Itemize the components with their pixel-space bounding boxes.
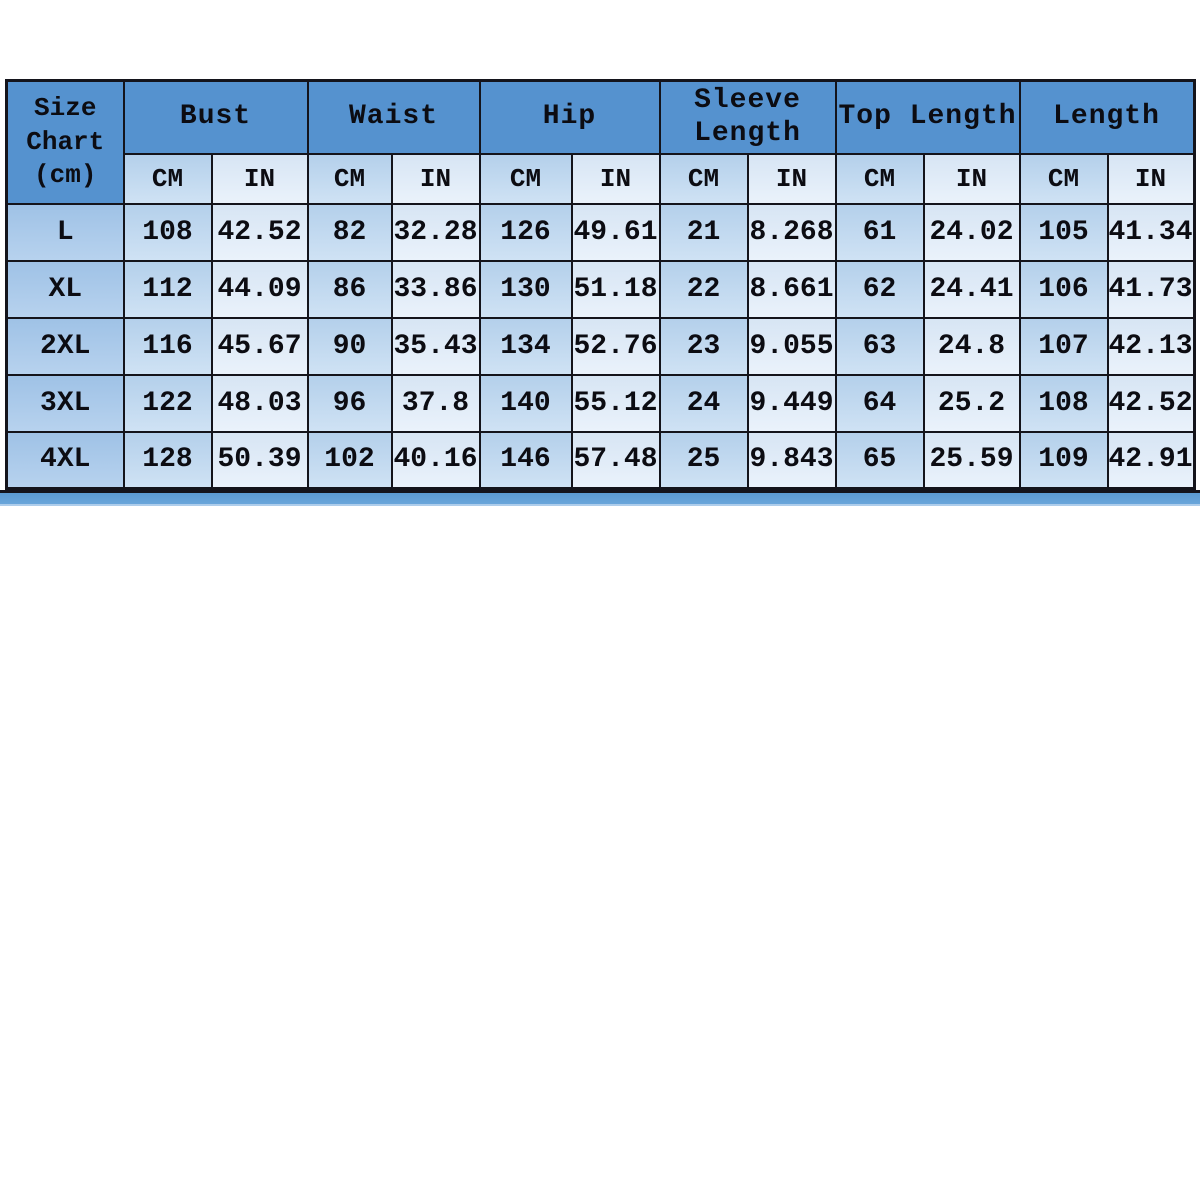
- in-value: 51.18: [570, 259, 661, 319]
- cm-value: 22: [658, 259, 749, 319]
- cm-value: 112: [122, 259, 213, 319]
- in-value: 57.48: [570, 430, 661, 490]
- cm-value: 25: [658, 430, 749, 490]
- cm-value: 90: [306, 316, 393, 376]
- cm-value: 64: [834, 373, 925, 433]
- size-chart-table: Size Chart (cm) Bust Waist Hip Sleeve Le…: [5, 79, 1196, 490]
- table-row: 4XL 128 50.39 102 40.16 146 57.48 25 9.843 65 25.5…: [5, 430, 1196, 490]
- in-value: 24.41: [922, 259, 1021, 319]
- unit-header-cm: CM: [306, 152, 393, 205]
- cm-value: 109: [1018, 430, 1109, 490]
- cm-value: 21: [658, 202, 749, 262]
- in-value: 9.055: [746, 316, 837, 376]
- in-value: 40.16: [390, 430, 481, 490]
- size-label: 4XL: [5, 430, 125, 490]
- header-group-row: Size Chart (cm) Bust Waist Hip Sleeve Le…: [5, 79, 1196, 205]
- unit-header-cm: CM: [658, 152, 749, 205]
- in-value: 37.8: [390, 373, 481, 433]
- table-row: 2XL 116 45.67 90 35.43 134 52.76 23 9.055 63 24.8 1…: [5, 316, 1196, 376]
- in-value: 42.52: [210, 202, 309, 262]
- table-row: XL 112 44.09 86 33.86 130 51.18 22 8.661 62 24.41 1…: [5, 259, 1196, 319]
- unit-header-cm: CM: [834, 152, 925, 205]
- in-value: 42.52: [1106, 373, 1196, 433]
- cm-value: 140: [478, 373, 573, 433]
- unit-header-cm: CM: [1018, 152, 1109, 205]
- cm-value: 134: [478, 316, 573, 376]
- in-value: 9.843: [746, 430, 837, 490]
- in-value: 25.2: [922, 373, 1021, 433]
- in-value: 45.67: [210, 316, 309, 376]
- cm-value: 63: [834, 316, 925, 376]
- in-value: 52.76: [570, 316, 661, 376]
- in-value: 41.73: [1106, 259, 1196, 319]
- unit-header-cm: CM: [478, 152, 573, 205]
- in-value: 35.43: [390, 316, 481, 376]
- size-chart-container: Size Chart (cm) Bust Waist Hip Sleeve Le…: [5, 79, 1196, 490]
- in-value: 55.12: [570, 373, 661, 433]
- cm-value: 108: [122, 202, 213, 262]
- in-value: 49.61: [570, 202, 661, 262]
- in-value: 42.13: [1106, 316, 1196, 376]
- in-value: 8.661: [746, 259, 837, 319]
- unit-header-cm: CM: [122, 152, 213, 205]
- in-value: 32.28: [390, 202, 481, 262]
- cm-value: 128: [122, 430, 213, 490]
- in-value: 48.03: [210, 373, 309, 433]
- in-value: 24.8: [922, 316, 1021, 376]
- in-value: 24.02: [922, 202, 1021, 262]
- cm-value: 116: [122, 316, 213, 376]
- in-value: 9.449: [746, 373, 837, 433]
- cm-value: 107: [1018, 316, 1109, 376]
- cm-value: 126: [478, 202, 573, 262]
- cm-value: 96: [306, 373, 393, 433]
- cm-value: 82: [306, 202, 393, 262]
- unit-header-in: IN: [210, 152, 309, 205]
- size-label: 3XL: [5, 373, 125, 433]
- unit-header-in: IN: [922, 152, 1021, 205]
- cm-value: 62: [834, 259, 925, 319]
- cm-value: 24: [658, 373, 749, 433]
- size-label: XL: [5, 259, 125, 319]
- corner-label: Size Chart (cm): [5, 79, 125, 205]
- in-value: 50.39: [210, 430, 309, 490]
- group-header-waist: Waist: [306, 79, 481, 155]
- in-value: 25.59: [922, 430, 1021, 490]
- table-row: 3XL 122 48.03 96 37.8 140 55.12 24 9.449 64 25.2 10…: [5, 373, 1196, 433]
- cm-value: 122: [122, 373, 213, 433]
- cm-value: 65: [834, 430, 925, 490]
- unit-header-in: IN: [390, 152, 481, 205]
- table-row: L 108 42.52 82 32.28 126 49.61 21 8.268 61 24.02 10…: [5, 202, 1196, 262]
- cm-value: 105: [1018, 202, 1109, 262]
- in-value: 44.09: [210, 259, 309, 319]
- bottom-accent-bar: [0, 490, 1200, 506]
- cm-value: 102: [306, 430, 393, 490]
- unit-header-in: IN: [1106, 152, 1196, 205]
- in-value: 42.91: [1106, 430, 1196, 490]
- unit-header-in: IN: [570, 152, 661, 205]
- group-header-hip: Hip: [478, 79, 661, 155]
- cm-value: 108: [1018, 373, 1109, 433]
- group-header-sleeve-length: Sleeve Length: [658, 79, 837, 155]
- cm-value: 86: [306, 259, 393, 319]
- table-body: L 108 42.52 82 32.28 126 49.61 21 8.268 61 24.02 10…: [5, 202, 1196, 490]
- group-header-top-length: Top Length: [834, 79, 1021, 155]
- unit-header-row: CM IN CM IN CM IN CM IN CM IN CM IN: [7, 152, 1196, 205]
- group-header-length: Length: [1018, 79, 1196, 155]
- cm-value: 23: [658, 316, 749, 376]
- cm-value: 106: [1018, 259, 1109, 319]
- cm-value: 130: [478, 259, 573, 319]
- size-label: L: [5, 202, 125, 262]
- cm-value: 146: [478, 430, 573, 490]
- in-value: 41.34: [1106, 202, 1196, 262]
- in-value: 8.268: [746, 202, 837, 262]
- unit-header-in: IN: [746, 152, 837, 205]
- in-value: 33.86: [390, 259, 481, 319]
- size-label: 2XL: [5, 316, 125, 376]
- cm-value: 61: [834, 202, 925, 262]
- group-header-bust: Bust: [122, 79, 309, 155]
